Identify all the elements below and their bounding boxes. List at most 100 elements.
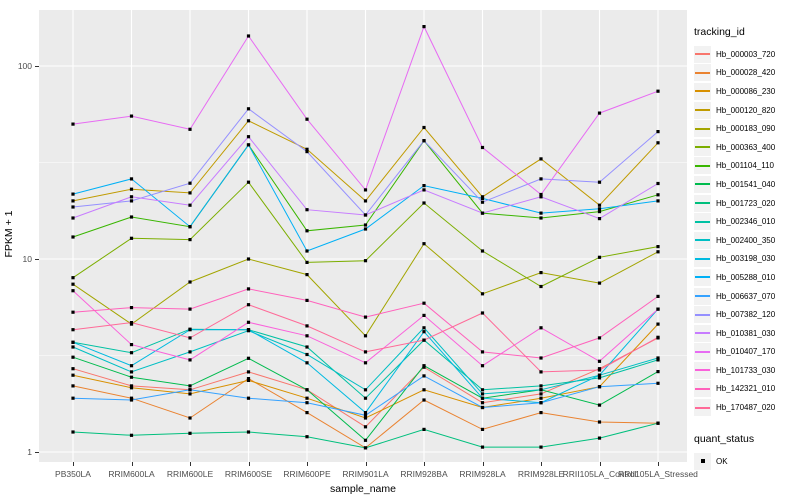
legend-key-swatch — [694, 138, 711, 156]
data-point — [539, 388, 543, 392]
x-tick-label-RRIM928LA: RRIM928LA — [459, 469, 506, 479]
data-point — [422, 398, 426, 402]
data-point — [539, 195, 543, 199]
x-tick-label-RRIM928BA: RRIM928BA — [400, 469, 448, 479]
data-point — [246, 356, 251, 360]
data-point — [71, 235, 75, 239]
data-point — [539, 396, 543, 400]
legend-title-tracking-id: tracking_id — [694, 26, 745, 38]
data-point — [363, 438, 368, 442]
data-point — [656, 356, 660, 360]
legend-key-swatch — [694, 399, 711, 417]
legend-key-swatch — [694, 250, 711, 268]
data-point — [71, 199, 75, 203]
data-point — [305, 352, 309, 357]
data-point — [363, 259, 368, 263]
data-point — [480, 364, 485, 368]
data-point — [305, 208, 309, 212]
data-point — [188, 280, 192, 284]
data-point — [597, 368, 602, 372]
legend-label: Hb_002346_010 — [716, 217, 776, 227]
data-point — [656, 307, 660, 311]
x-tick-mark — [599, 462, 601, 466]
data-point — [422, 201, 426, 205]
data-point — [597, 373, 602, 377]
data-point — [71, 328, 75, 332]
x-tick-mark — [73, 462, 74, 466]
legend-item-Hb_001723_020: Hb_001723_020 — [694, 194, 798, 213]
data-point — [246, 328, 251, 332]
data-point — [129, 351, 134, 355]
x-axis-title: sample_name — [330, 483, 396, 495]
data-point — [188, 181, 192, 185]
x-tick-label-RRII105LA_Stressed: RRII105LA_Stressed — [618, 469, 698, 479]
x-tick-mark — [365, 462, 367, 466]
data-point — [305, 361, 309, 365]
data-point — [539, 284, 543, 289]
data-point — [422, 184, 426, 188]
data-point — [71, 310, 75, 314]
legend-line-icon — [695, 332, 710, 335]
legend-item-Hb_142321_010: Hb_142321_010 — [694, 380, 798, 399]
data-point — [246, 119, 251, 123]
data-point — [363, 388, 368, 392]
y-tick-mark — [35, 452, 39, 453]
data-point — [363, 188, 368, 192]
x-tick-label-RRIM600SE: RRIM600SE — [224, 469, 273, 479]
legend-line-icon — [695, 257, 710, 260]
legend-line-icon — [695, 71, 710, 74]
data-point — [129, 114, 134, 118]
legend-key-swatch — [694, 287, 711, 305]
data-point — [71, 430, 75, 434]
legend-label: Hb_000028_420 — [716, 68, 776, 78]
data-point — [539, 211, 543, 215]
data-point — [71, 205, 75, 209]
legend-item-Hb_000363_400: Hb_000363_400 — [694, 138, 798, 157]
data-point — [480, 401, 485, 405]
data-point — [480, 292, 485, 296]
data-point — [188, 203, 192, 207]
quant-key-swatch — [694, 452, 711, 470]
x-tick-label-RRIM600LA: RRIM600LA — [108, 469, 155, 479]
data-point — [129, 386, 134, 390]
legend-key-swatch — [694, 324, 711, 342]
data-point — [597, 217, 602, 221]
legend-line-icon — [695, 220, 710, 223]
data-point — [305, 334, 309, 338]
data-point — [539, 356, 543, 360]
data-point — [129, 396, 134, 400]
data-point — [188, 127, 192, 131]
data-point — [597, 436, 602, 440]
data-point — [480, 195, 485, 199]
data-point — [305, 147, 309, 151]
data-point — [129, 343, 134, 347]
data-point — [246, 320, 251, 324]
data-point — [422, 188, 426, 192]
legend-key-swatch — [694, 64, 711, 82]
legend-item-Hb_010381_030: Hb_010381_030 — [694, 324, 798, 343]
legend-label: Hb_000003_720 — [716, 49, 776, 59]
data-point — [656, 89, 660, 93]
data-point — [539, 326, 543, 330]
data-point — [480, 145, 485, 150]
data-point — [363, 411, 368, 415]
data-point — [480, 311, 485, 315]
data-point — [480, 445, 485, 449]
legend-item-Hb_170487_020: Hb_170487_020 — [694, 398, 798, 417]
legend-label: Hb_003198_030 — [716, 254, 776, 264]
data-point — [422, 330, 426, 334]
x-tick-mark — [307, 462, 308, 466]
data-point — [597, 180, 602, 184]
data-point — [71, 396, 75, 400]
data-point — [363, 361, 368, 365]
data-point — [305, 324, 309, 328]
x-tick-mark — [190, 462, 191, 466]
data-point — [71, 122, 75, 126]
data-point — [597, 111, 602, 115]
data-point — [363, 413, 368, 417]
data-point — [246, 107, 251, 111]
data-point — [422, 427, 426, 431]
data-point — [597, 203, 602, 207]
legend-item-Hb_000183_090: Hb_000183_090 — [694, 119, 798, 138]
legend-label: Hb_002400_350 — [716, 235, 776, 245]
